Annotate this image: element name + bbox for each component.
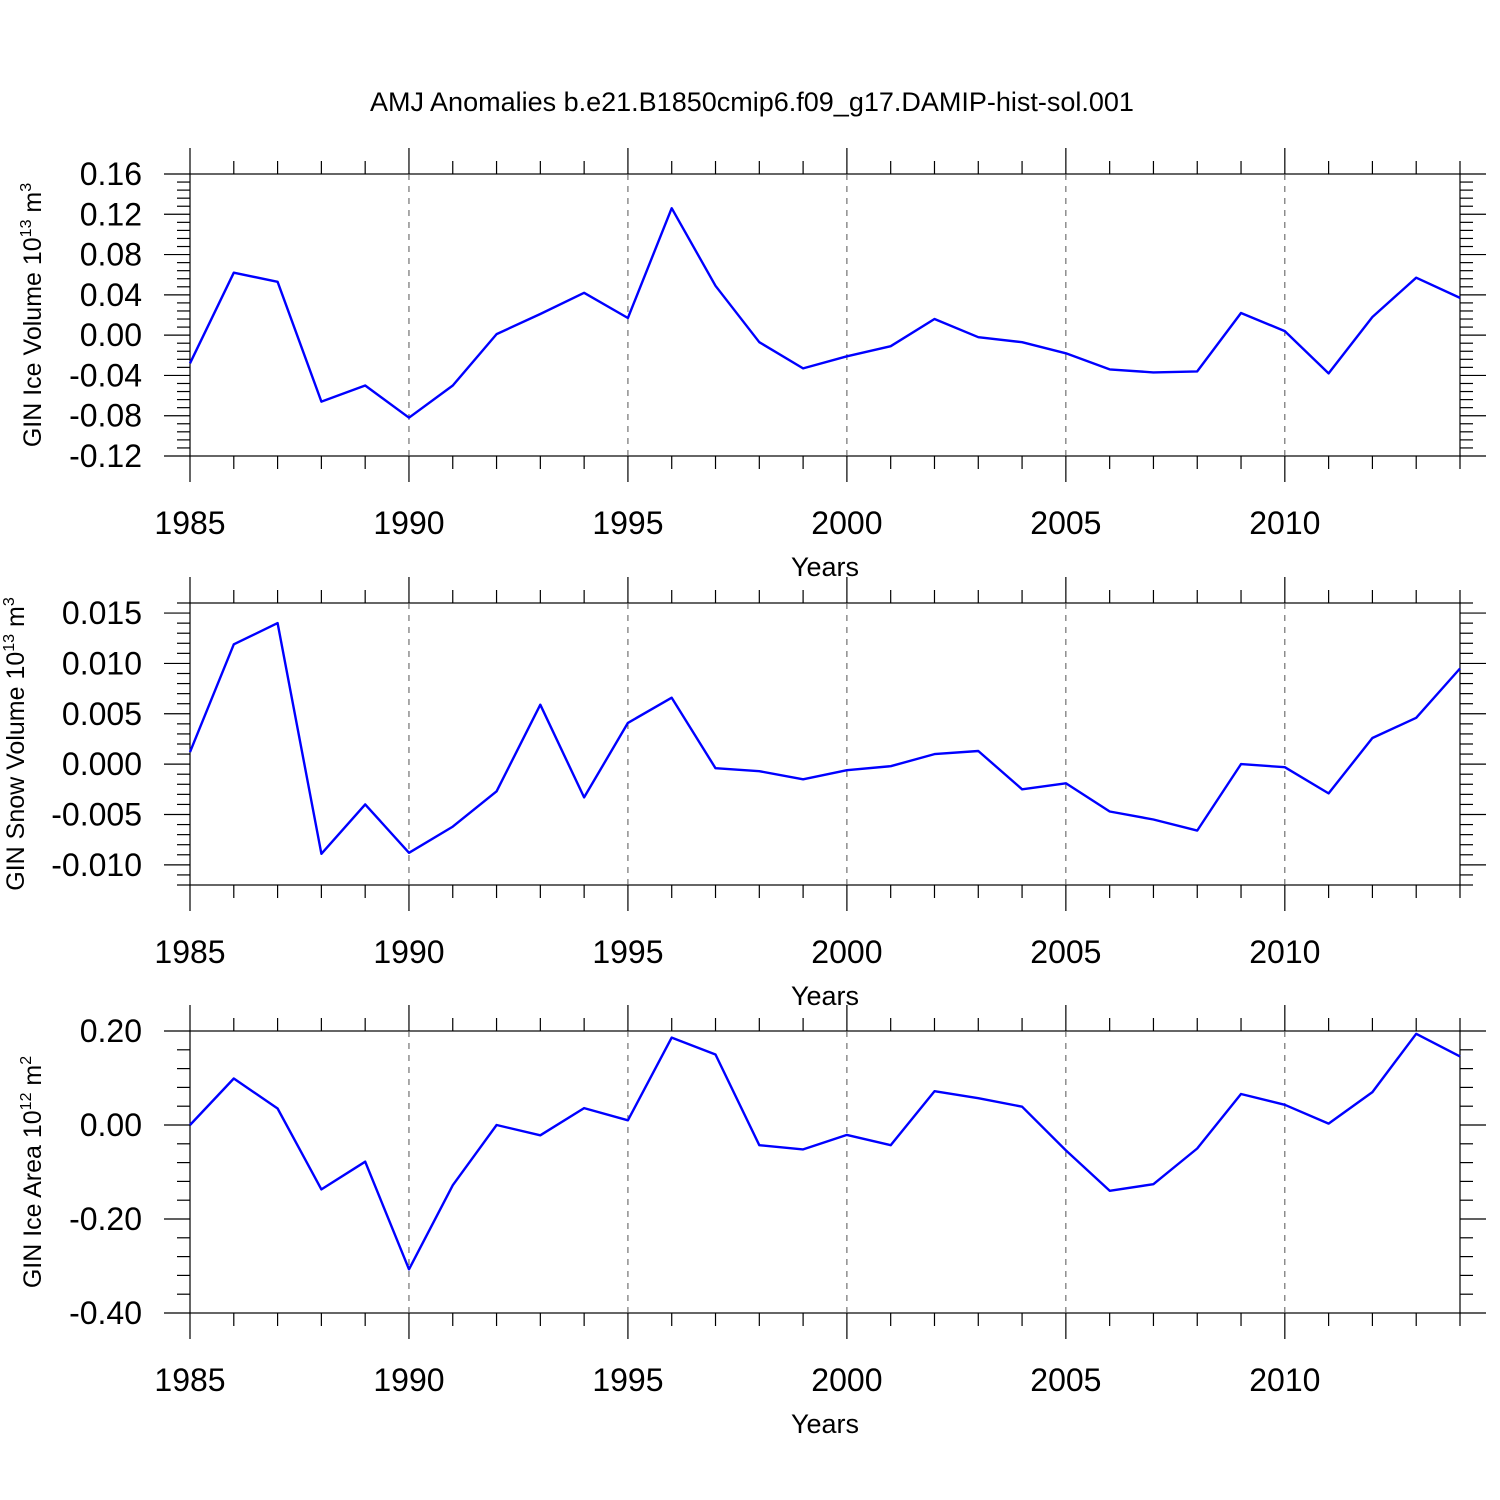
- x-tick-labels: 1985 1990 1995 2000 2005 2010: [154, 1362, 1320, 1398]
- x-tick-label: 2000: [811, 505, 882, 541]
- x-tick-label: 1985: [154, 934, 225, 970]
- y-tick-label: 0.16: [80, 156, 142, 192]
- y-tick-label: -0.12: [69, 438, 142, 474]
- y-axis-label-exponent: 13: [18, 219, 35, 237]
- plot-frame: [189, 1030, 1461, 1314]
- y-tick-labels: 0.20 0.00 -0.20 -0.40: [69, 1013, 142, 1331]
- grid-lines: [408, 1031, 1286, 1313]
- y-axis-label-exponent: 12: [18, 1092, 35, 1110]
- y-axis-label-unit-exponent: 3: [1, 597, 18, 606]
- y-tick-labels: 0.16 0.12 0.08 0.04 0.00 -0.04 -0.08 -0.12: [69, 156, 142, 474]
- y-axis-label-exponent: 13: [1, 634, 18, 652]
- y-axis-label-unit: m: [19, 1065, 47, 1093]
- y-axis-label: GIN Ice Area 1012 m2: [18, 1056, 47, 1288]
- series-line: [189, 1032, 1461, 1271]
- x-tick-label: 2010: [1249, 505, 1320, 541]
- y-tick-labels: 0.015 0.010 0.005 0.000 -0.005 -0.010: [51, 595, 142, 883]
- y-tick-label: 0.04: [80, 277, 142, 313]
- y-axis-label: GIN Snow Volume 1013 m3: [1, 597, 30, 891]
- panel-ice-area: 0.20 0.00 -0.20 -0.40 1985 1990 1995 2000 2005 2…: [18, 1005, 1486, 1439]
- panel-ice-volume: 0.16 0.12 0.08 0.04 0.00 -0.04 -0.08 -0.12 1985…: [18, 148, 1486, 582]
- x-tick-label: 2010: [1249, 934, 1320, 970]
- x-tick-label: 1995: [592, 505, 663, 541]
- y-tick-label: 0.08: [80, 237, 142, 273]
- panel-snow-volume: 0.015 0.010 0.005 0.000 -0.005 -0.010 1985 199…: [1, 577, 1486, 1011]
- x-tick-labels: 1985 1990 1995 2000 2005 2010: [154, 934, 1320, 970]
- x-tick-labels: 1985 1990 1995 2000 2005 2010: [154, 505, 1320, 541]
- x-tick-label: 1990: [373, 1362, 444, 1398]
- tick-marks: [164, 1005, 1486, 1339]
- y-tick-label: 0.015: [62, 595, 142, 631]
- x-tick-label: 1985: [154, 505, 225, 541]
- y-tick-label: -0.08: [69, 398, 142, 434]
- grid-lines: [408, 603, 1286, 885]
- x-tick-label: 1995: [592, 934, 663, 970]
- plot-frame: [189, 602, 1461, 886]
- x-tick-label: 2005: [1030, 1362, 1101, 1398]
- x-tick-label: 1985: [154, 1362, 225, 1398]
- x-tick-label: 2005: [1030, 505, 1101, 541]
- x-axis-label: Years: [791, 552, 859, 582]
- series-line: [188, 621, 1461, 855]
- x-tick-label: 1995: [592, 1362, 663, 1398]
- y-tick-label: -0.20: [69, 1201, 142, 1237]
- y-tick-label: 0.000: [62, 746, 142, 782]
- y-axis-label-unit-exponent: 2: [18, 1056, 35, 1065]
- y-axis-label-main: GIN Ice Volume 10: [19, 237, 47, 447]
- y-tick-label: 0.12: [80, 196, 142, 232]
- y-axis-label-main: GIN Ice Area 10: [19, 1110, 47, 1288]
- chart-title: AMJ Anomalies b.e21.B1850cmip6.f09_g17.D…: [370, 87, 1134, 117]
- x-tick-label: 2010: [1249, 1362, 1320, 1398]
- y-tick-label: -0.40: [69, 1295, 142, 1331]
- y-tick-label: 0.00: [80, 1107, 142, 1143]
- tick-marks: [164, 577, 1486, 911]
- x-tick-label: 1990: [373, 505, 444, 541]
- y-tick-label: 0.005: [62, 696, 142, 732]
- y-tick-label: 0.20: [80, 1013, 142, 1049]
- y-tick-label: 0.00: [80, 317, 142, 353]
- y-tick-label: -0.04: [69, 357, 142, 393]
- x-tick-label: 2005: [1030, 934, 1101, 970]
- x-tick-label: 2000: [811, 934, 882, 970]
- y-tick-label: -0.005: [51, 797, 142, 833]
- y-axis-label-unit: m: [2, 606, 30, 634]
- x-axis-label: Years: [791, 1409, 859, 1439]
- y-tick-label: 0.010: [62, 645, 142, 681]
- y-axis-label-main: GIN Snow Volume 10: [2, 652, 30, 891]
- tick-marks: [164, 148, 1486, 482]
- y-axis-label-unit: m: [19, 192, 47, 220]
- y-axis-label: GIN Ice Volume 1013 m3: [18, 183, 47, 447]
- series-line: [188, 207, 1461, 419]
- y-axis-label-unit-exponent: 3: [18, 183, 35, 192]
- y-tick-label: -0.010: [51, 847, 142, 883]
- x-tick-label: 2000: [811, 1362, 882, 1398]
- plot-frame: [189, 173, 1461, 457]
- x-tick-label: 1990: [373, 934, 444, 970]
- x-axis-label: Years: [791, 981, 859, 1011]
